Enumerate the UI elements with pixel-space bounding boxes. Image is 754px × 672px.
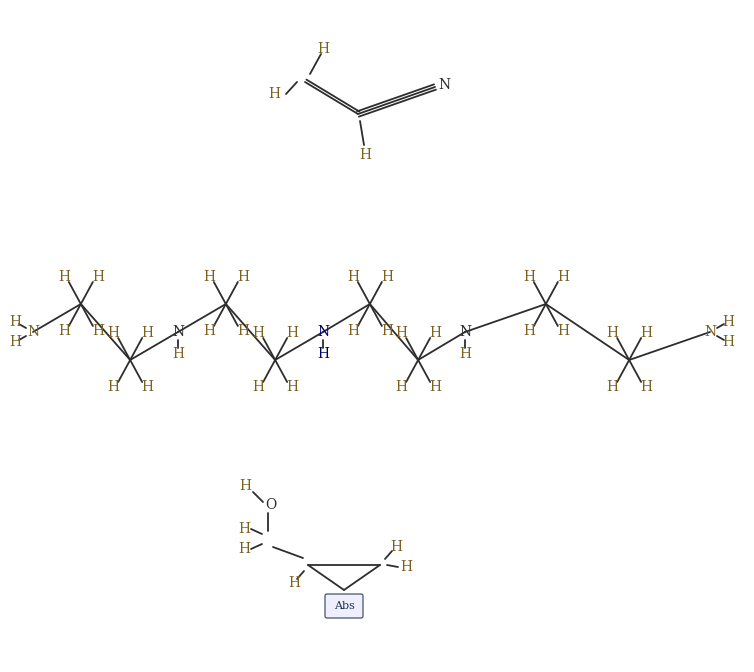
Text: N: N [459, 325, 471, 339]
Text: H: H [317, 347, 329, 361]
Text: H: H [390, 540, 402, 554]
Text: H: H [92, 324, 104, 338]
Text: H: H [347, 324, 359, 338]
Text: H: H [9, 315, 21, 329]
Text: N: N [27, 325, 39, 339]
Text: H: H [523, 324, 535, 338]
Text: H: H [359, 148, 371, 162]
Text: H: H [172, 347, 184, 361]
Text: H: H [237, 324, 249, 338]
Text: H: H [107, 326, 119, 340]
Text: H: H [238, 542, 250, 556]
Text: H: H [381, 324, 393, 338]
Text: H: H [395, 326, 407, 340]
Text: H: H [203, 324, 215, 338]
Text: H: H [107, 380, 119, 394]
Text: H: H [557, 324, 569, 338]
Text: H: H [92, 270, 104, 284]
Text: H: H [722, 315, 734, 329]
Text: H: H [141, 326, 153, 340]
Text: H: H [9, 335, 21, 349]
Text: H: H [288, 576, 300, 590]
Text: H: H [347, 270, 359, 284]
Text: H: H [640, 380, 652, 394]
Text: H: H [203, 270, 215, 284]
Text: H: H [395, 380, 407, 394]
Text: Abs: Abs [333, 601, 354, 611]
Text: H: H [287, 380, 298, 394]
Text: H: H [237, 270, 249, 284]
Text: H: H [523, 270, 535, 284]
Text: H: H [400, 560, 412, 574]
Text: H: H [141, 380, 153, 394]
Text: H: H [606, 380, 618, 394]
Text: H: H [429, 326, 441, 340]
Text: N: N [704, 325, 716, 339]
Text: H: H [252, 380, 264, 394]
Text: H: H [58, 324, 70, 338]
Text: N: N [317, 325, 329, 339]
Text: H: H [557, 270, 569, 284]
Text: H: H [252, 326, 264, 340]
Text: H: H [381, 270, 393, 284]
Text: H: H [640, 326, 652, 340]
Text: H: H [722, 335, 734, 349]
Text: H: H [268, 87, 280, 101]
Text: H: H [317, 42, 329, 56]
Text: N: N [172, 325, 184, 339]
Text: H: H [239, 479, 251, 493]
Text: N: N [438, 78, 450, 92]
Text: H: H [606, 326, 618, 340]
Text: H: H [429, 380, 441, 394]
Text: H: H [238, 522, 250, 536]
Text: H: H [287, 326, 298, 340]
Text: H: H [58, 270, 70, 284]
Text: H: H [459, 347, 471, 361]
Text: O: O [265, 498, 277, 512]
FancyBboxPatch shape [325, 594, 363, 618]
